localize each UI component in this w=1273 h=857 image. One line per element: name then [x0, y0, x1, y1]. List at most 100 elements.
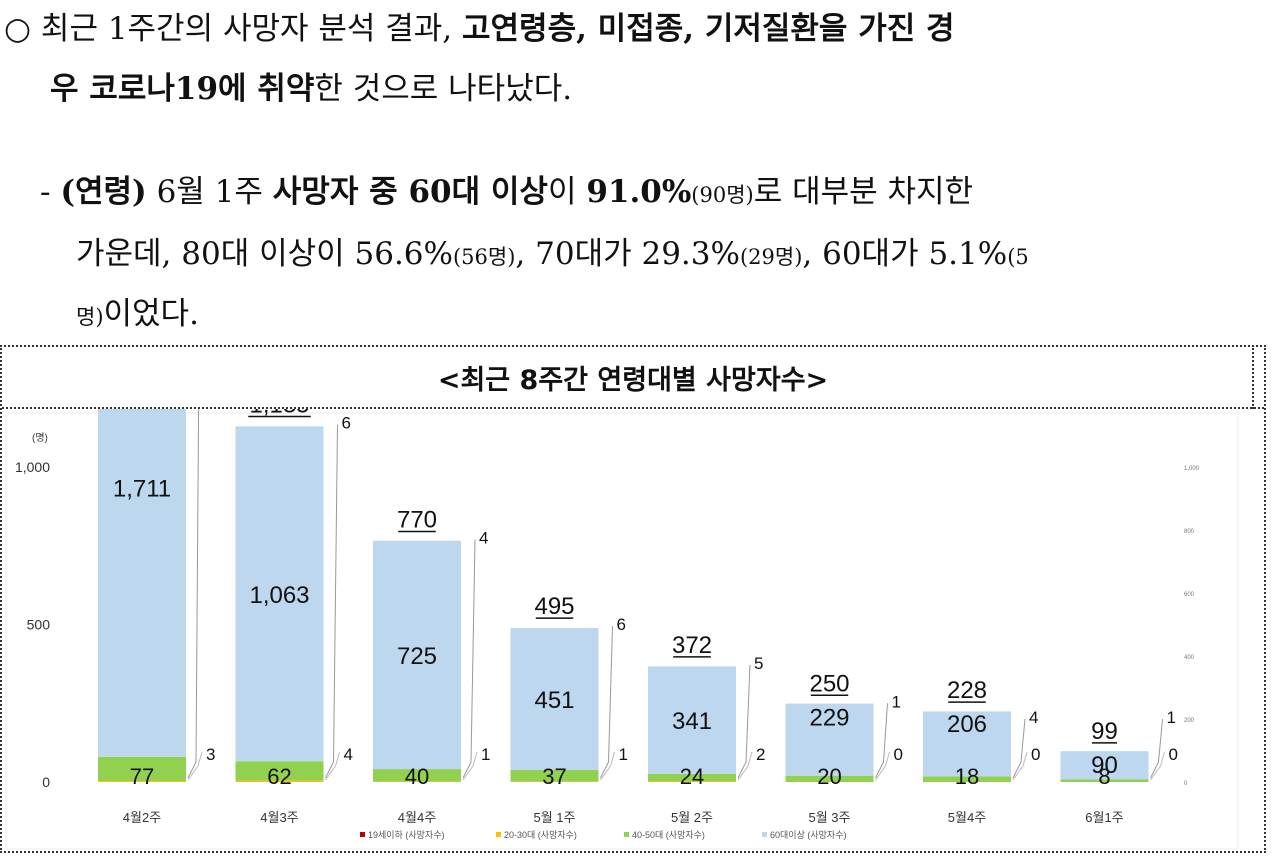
- p1-mid: 결과,: [375, 11, 463, 47]
- leader-line: [462, 751, 478, 781]
- p2-70s: , 70대가 29.3%: [515, 236, 740, 272]
- paragraph-2-line-2: 가운데, 80대 이상이 56.6%(56명), 70대가 29.3%(29명)…: [76, 237, 1029, 274]
- bar-segment-60-plus: [785, 703, 874, 776]
- x-tick-label: 5월 3주: [809, 810, 851, 825]
- bar-label-under19: 4: [1029, 708, 1038, 727]
- bar-segment-60-plus: [923, 711, 1011, 777]
- leader-line: [600, 626, 613, 779]
- bar-segment-60-plus: [235, 426, 324, 762]
- y-tick-label: 0: [42, 774, 50, 790]
- stacked-bar-chart: (명)05001,0001,5002,00002004006008001,000…: [5, 409, 1239, 850]
- bar-label-60-plus: 206: [947, 711, 987, 738]
- leader-line: [1012, 751, 1028, 781]
- leader-line: [187, 409, 200, 779]
- bar-label-40-50: 77: [130, 764, 154, 789]
- leader-line: [187, 751, 203, 781]
- leader-line: [462, 539, 476, 779]
- x-tick-label: 6월1주: [1085, 810, 1123, 825]
- bar-label-60-plus: 725: [397, 643, 437, 670]
- bar-label-under19: 1: [892, 692, 901, 711]
- p2-count: (90명): [691, 183, 754, 207]
- bar-segment-60-plus: [373, 540, 461, 770]
- plot-area-border: [5, 412, 1239, 850]
- leader-line: [325, 751, 340, 781]
- p1-tail: 한 것으로 나타났다.: [314, 71, 573, 107]
- bar-label-60-plus: 1,063: [249, 582, 309, 609]
- leader-line: [875, 751, 890, 781]
- chart-title-bar: <최근 8주간 연령대별 사망자수>: [2, 345, 1264, 409]
- legend-label: 20-30대 (사망자수): [504, 830, 577, 840]
- y-axis-unit: (명): [32, 432, 48, 444]
- bar-label-40-50: 62: [267, 764, 291, 789]
- leader-line: [600, 751, 615, 781]
- legend-label: 60대이상 (사망자수): [770, 830, 846, 840]
- bar-segment-60-plus: [510, 627, 599, 771]
- paragraph-1-line-2: 우 코로나19에 취약한 것으로 나타났다.: [50, 72, 572, 106]
- bar-total-label: 250: [809, 670, 849, 697]
- bar-segment-40-50: [235, 761, 324, 781]
- bar-label-under19: 6: [342, 413, 351, 432]
- p2-week: 6월 1주: [146, 174, 273, 210]
- legend-swatch: [496, 832, 501, 837]
- leader-line: [1150, 718, 1163, 779]
- bar-label-under19: 1: [1167, 708, 1176, 727]
- p2-i: 이: [547, 174, 587, 210]
- p2-rest: 로 대부분 차지한: [753, 174, 974, 210]
- p2-80s-count: (56명): [452, 245, 516, 269]
- legend-swatch: [624, 832, 629, 837]
- bar-segment-40-50: [510, 770, 599, 782]
- chart-frame: <최근 8주간 연령대별 사망자수> (명)05001,0001,5002,00…: [0, 345, 1266, 853]
- bar-segment-40-50: [923, 776, 1011, 782]
- bar-label-20-30: 3: [206, 745, 215, 764]
- chart-title: <최근 8주간 연령대별 사망자수>: [437, 364, 829, 396]
- p2-pct: 91.0%: [586, 174, 692, 210]
- paragraph-2-line-3: 명)이었다.: [76, 297, 199, 334]
- bar-segment-40-50: [648, 773, 736, 782]
- bar-segment-20-30: [648, 781, 736, 782]
- leader-line: [875, 703, 888, 779]
- bar-label-under19: 5: [754, 654, 763, 673]
- y2-tick-label: 800: [1184, 529, 1195, 535]
- bar-segment-60-plus: [1060, 751, 1149, 780]
- bar-segment-40-50: [785, 775, 874, 782]
- bar-total-label: 1,135: [249, 409, 309, 418]
- y2-tick-label: 0: [1184, 781, 1188, 787]
- leader-line: [1150, 751, 1165, 781]
- bar-label-40-50: 20: [817, 764, 841, 789]
- leader-line: [1012, 718, 1026, 779]
- bar-label-60-plus: 451: [534, 687, 574, 714]
- legend-swatch: [360, 832, 365, 837]
- leader-line: [325, 424, 338, 779]
- p1-emph-2: 우 코로나19에 취약: [50, 71, 315, 107]
- bar-label-20-30: 0: [1031, 745, 1040, 764]
- bar-total-label: 99: [1091, 718, 1118, 745]
- p2-end: 이었다.: [103, 296, 199, 332]
- bar-label-40-50: 37: [542, 764, 566, 789]
- x-tick-label: 5월 2주: [671, 810, 713, 825]
- bar-label-60-plus: 90: [1091, 752, 1118, 779]
- x-tick-label: 4월2주: [123, 810, 161, 825]
- bar-label-40-50: 24: [680, 764, 704, 789]
- bar-label-40-50: 18: [955, 764, 979, 789]
- x-tick-label: 4월3주: [260, 810, 298, 825]
- bullet-circle: ○: [4, 11, 32, 47]
- p2-70s-count: (29명): [739, 245, 803, 269]
- bar-segment-40-50: [373, 769, 461, 782]
- bar-segment-40-50: [98, 756, 186, 782]
- legend-swatch: [762, 832, 767, 837]
- bar-label-40-50: 40: [405, 764, 429, 789]
- paragraph-1-line-1: ○ 최근 1주간의 사망자 분석 결과, 고연령층, 미접종, 기저질환을 가진…: [4, 12, 955, 46]
- bar-label-under19: 6: [617, 615, 626, 634]
- p1-lead: 최근 1주간의 사망자 분석: [40, 11, 376, 47]
- bar-segment-40-50: [1060, 779, 1149, 782]
- y2-tick-label: 1,000: [1184, 466, 1200, 472]
- y-tick-label: 1,000: [15, 459, 50, 475]
- bar-label-20-30: 1: [619, 745, 628, 764]
- bar-segment-20-30: [235, 780, 324, 782]
- y2-tick-label: 600: [1184, 592, 1195, 598]
- p1-emph: 고연령층, 미접종, 기저질환을 가진 경: [462, 11, 955, 47]
- y2-tick-label: 200: [1184, 718, 1195, 724]
- bar-label-20-30: 2: [756, 745, 765, 764]
- bar-total-label: 770: [397, 506, 437, 533]
- bar-segment-60-plus: [648, 666, 736, 774]
